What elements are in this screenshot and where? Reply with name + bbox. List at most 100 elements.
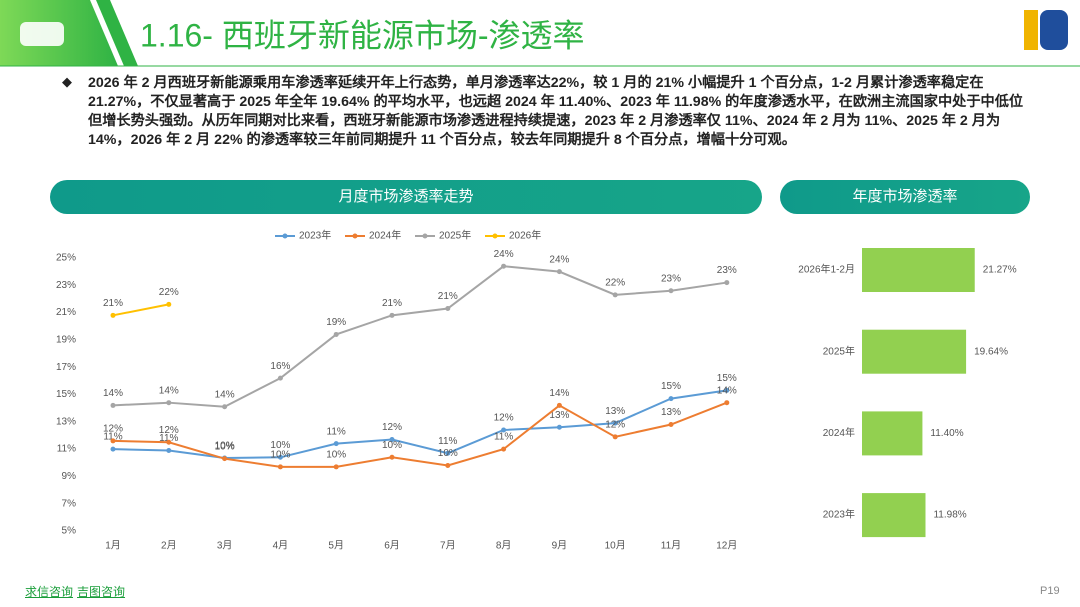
point (445, 306, 451, 312)
point (110, 438, 116, 444)
point (333, 331, 339, 337)
data-label: 10% (382, 440, 402, 451)
data-label: 10% (438, 448, 458, 459)
category-label: 2026年1-2月 (798, 263, 855, 276)
y-tick-label: 17% (56, 362, 76, 373)
data-label: 24% (549, 254, 569, 265)
panel-header (780, 180, 1030, 214)
data-label: 11% (438, 436, 457, 447)
legend-label: 2026年 (509, 229, 541, 242)
data-label: 15% (717, 373, 737, 384)
logo (1040, 10, 1068, 50)
y-tick-label: 9% (62, 471, 77, 482)
data-label: 14% (159, 385, 179, 396)
data-label: 10% (215, 441, 235, 452)
point (445, 462, 451, 468)
data-label: 11.40% (930, 428, 963, 439)
x-tick-label: 9月 (552, 540, 568, 552)
x-tick-label: 12月 (716, 540, 737, 552)
data-label: 11% (103, 432, 122, 443)
data-label: 14% (103, 388, 123, 399)
y-tick-label: 23% (56, 280, 76, 291)
x-tick-label: 4月 (273, 540, 289, 552)
point (110, 446, 116, 452)
data-label: 10% (270, 440, 290, 451)
point (612, 420, 618, 426)
bar (862, 411, 923, 456)
x-tick-label: 1月 (105, 540, 121, 552)
data-label: 12% (494, 413, 514, 424)
point (612, 292, 618, 298)
data-label: 13% (661, 407, 681, 418)
footer-link[interactable]: 求信咨询 (25, 585, 74, 599)
data-label: 12% (103, 424, 123, 435)
data-label: 14% (215, 389, 235, 400)
summary: 2026 年 2 月西班牙新能源乘用车渗透率延续开年上行态势，单月渗透率达22%… (88, 75, 1024, 148)
data-label: 21% (438, 291, 458, 302)
data-label: 14% (549, 388, 569, 399)
point (556, 424, 562, 430)
data-label: 13% (549, 410, 569, 421)
legend-marker (352, 233, 358, 239)
x-tick-label: 3月 (217, 540, 233, 552)
point (724, 387, 730, 393)
x-tick-label: 7月 (440, 540, 456, 552)
category-label: 2025年 (823, 344, 855, 357)
data-label: 11.98% (933, 510, 966, 521)
series-line (112, 265, 727, 408)
point (166, 439, 172, 445)
panel-title: 年度市场渗透率 (852, 188, 957, 205)
point (501, 446, 507, 452)
x-tick-label: 8月 (496, 540, 512, 552)
x-tick-label: 5月 (328, 540, 344, 552)
logo (1024, 10, 1038, 50)
point (333, 464, 339, 470)
point (556, 269, 562, 275)
data-label: 22% (605, 277, 625, 288)
bar (862, 493, 926, 538)
bar (862, 329, 967, 374)
point (389, 312, 395, 318)
data-label: 21.27% (983, 265, 1017, 276)
data-label: 13% (605, 406, 625, 417)
x-tick-label: 10月 (605, 540, 626, 552)
data-label: 23% (661, 273, 681, 284)
header-stripe (96, 0, 138, 66)
point (277, 375, 283, 381)
series-line (112, 401, 728, 468)
x-tick-label: 11月 (661, 540, 681, 552)
point (612, 434, 618, 440)
y-tick-label: 13% (56, 416, 76, 427)
data-label: 11% (494, 432, 513, 443)
data-label: 24% (494, 249, 514, 260)
x-tick-label: 6月 (384, 540, 400, 552)
data-label: 19% (326, 317, 346, 328)
data-label: 22% (159, 287, 179, 298)
footer-link[interactable]: 吉图咨询 (77, 585, 126, 599)
bar (862, 248, 975, 292)
y-tick-label: 5% (62, 526, 77, 537)
point (222, 456, 228, 462)
data-label: 14% (717, 385, 737, 396)
point (110, 402, 116, 408)
point (110, 312, 116, 318)
y-tick-label: 19% (56, 335, 76, 346)
point (724, 400, 730, 406)
data-label: 12% (382, 422, 402, 433)
series-line (112, 303, 169, 317)
data-label: 21% (103, 298, 123, 309)
series-line (112, 389, 727, 459)
legend-marker (282, 233, 288, 239)
point (333, 441, 339, 447)
point (501, 263, 507, 269)
legend-marker (492, 233, 498, 239)
point (277, 464, 283, 470)
data-label: 15% (661, 381, 681, 392)
legend-label: 2024年 (369, 229, 401, 242)
point (166, 400, 172, 406)
point (222, 404, 228, 410)
panel-title: 月度市场渗透率走势 (338, 188, 473, 205)
legend-label: 2025年 (439, 229, 471, 242)
data-label: 19.64% (974, 346, 1008, 357)
